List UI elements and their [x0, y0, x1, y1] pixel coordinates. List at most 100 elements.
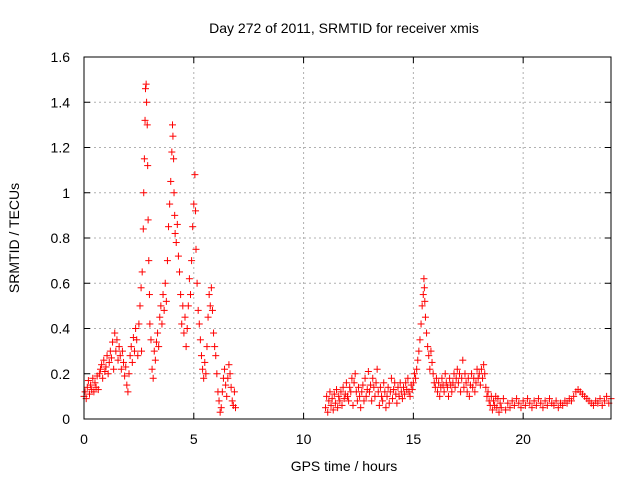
data-point — [567, 397, 575, 405]
data-point — [99, 374, 107, 382]
data-point — [215, 397, 223, 405]
data-point — [412, 374, 420, 382]
data-point — [128, 358, 136, 366]
data-point — [223, 392, 231, 400]
data-point — [141, 116, 149, 124]
data-point — [100, 356, 108, 364]
data-point — [132, 325, 140, 332]
data-point — [140, 189, 148, 197]
data-point — [105, 358, 113, 366]
data-point — [420, 284, 428, 292]
data-point — [526, 399, 534, 407]
data-point — [192, 245, 200, 253]
data-point — [122, 363, 130, 371]
data-point — [137, 284, 145, 292]
data-point — [358, 388, 366, 396]
data-point — [459, 356, 467, 364]
data-point — [338, 401, 346, 409]
data-point — [133, 336, 141, 344]
data-point — [348, 374, 356, 382]
data-point — [458, 374, 466, 382]
data-point — [404, 374, 412, 382]
data-point — [217, 404, 225, 412]
data-point — [364, 367, 372, 375]
data-point — [114, 356, 122, 364]
data-point — [144, 162, 152, 170]
data-point — [134, 352, 142, 360]
data-point — [528, 404, 536, 412]
data-point — [521, 401, 529, 409]
data-point — [227, 383, 235, 391]
data-point — [145, 291, 153, 299]
data-point — [428, 358, 436, 366]
data-point — [426, 365, 434, 373]
data-point — [465, 392, 473, 400]
data-point — [110, 365, 118, 373]
data-point — [330, 390, 338, 398]
data-point — [103, 352, 111, 360]
data-point — [156, 313, 164, 321]
data-point — [186, 291, 194, 299]
data-point — [454, 379, 462, 387]
data-point — [194, 306, 202, 314]
data-point — [111, 329, 119, 337]
data-point — [204, 313, 212, 321]
data-point — [190, 200, 198, 208]
data-point — [406, 392, 414, 400]
data-point — [161, 279, 169, 287]
data-point — [96, 365, 104, 373]
data-point — [472, 379, 480, 387]
data-point — [146, 320, 154, 328]
data-point — [603, 392, 611, 400]
data-point — [127, 343, 135, 351]
data-point — [205, 291, 213, 299]
y-tick-label: 1.4 — [51, 94, 71, 110]
data-point — [335, 392, 343, 400]
data-point — [418, 302, 426, 310]
data-point — [589, 401, 597, 409]
ticks-layer: 0 0.2 0.4 0.6 0.8 1 1.2 1.4 1.6 0 5 10 15 20 — [51, 49, 611, 447]
data-point — [207, 284, 215, 292]
data-point — [370, 383, 378, 391]
data-point — [339, 383, 347, 391]
data-point — [357, 404, 365, 412]
data-point — [434, 388, 442, 396]
data-point — [176, 268, 184, 276]
data-point — [183, 325, 191, 332]
data-point — [457, 388, 465, 396]
data-point — [113, 336, 121, 344]
data-point — [554, 404, 562, 412]
data-point — [372, 379, 380, 387]
data-point — [324, 408, 332, 416]
data-point — [322, 404, 330, 412]
data-point — [382, 404, 390, 412]
data-point — [365, 388, 373, 396]
data-point — [389, 395, 397, 403]
data-point — [421, 297, 429, 305]
data-point — [598, 401, 606, 409]
y-tick-label: 0.4 — [51, 321, 71, 337]
data-point — [504, 399, 512, 407]
data-point — [356, 392, 364, 400]
x-tick-label: 15 — [406, 431, 422, 447]
data-point — [89, 374, 97, 382]
data-point — [181, 313, 189, 321]
data-point — [563, 399, 571, 407]
data-point — [90, 388, 98, 396]
data-point — [135, 320, 143, 328]
data-point — [438, 374, 446, 382]
data-point — [380, 379, 388, 387]
x-tick-label: 20 — [515, 431, 531, 447]
data-point — [171, 229, 179, 237]
data-point — [463, 388, 471, 396]
data-point — [408, 386, 416, 394]
data-point — [144, 216, 152, 224]
data-point — [401, 390, 409, 398]
data-point — [102, 363, 110, 371]
data-point — [167, 177, 175, 185]
data-point — [178, 320, 186, 328]
data-point — [360, 397, 368, 405]
data-point — [451, 383, 459, 391]
data-point — [131, 347, 139, 355]
